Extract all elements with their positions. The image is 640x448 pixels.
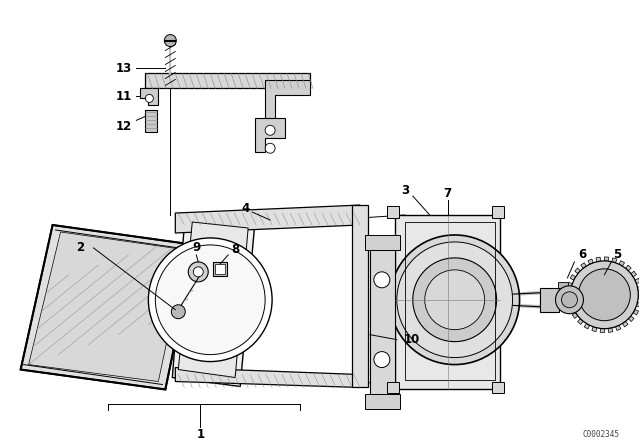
Polygon shape bbox=[365, 235, 400, 250]
Text: 1: 1 bbox=[196, 428, 204, 441]
Polygon shape bbox=[604, 257, 609, 261]
Polygon shape bbox=[365, 395, 400, 409]
Polygon shape bbox=[540, 288, 559, 312]
Bar bbox=[492, 206, 504, 218]
Polygon shape bbox=[588, 259, 593, 264]
Text: 8: 8 bbox=[231, 243, 239, 256]
Text: 13: 13 bbox=[115, 62, 132, 75]
Polygon shape bbox=[616, 325, 621, 331]
Polygon shape bbox=[255, 118, 285, 152]
Text: 4: 4 bbox=[241, 202, 250, 215]
Bar bbox=[387, 206, 399, 218]
Text: 3: 3 bbox=[401, 184, 409, 197]
Circle shape bbox=[265, 125, 275, 135]
Polygon shape bbox=[29, 232, 186, 382]
Polygon shape bbox=[175, 367, 360, 388]
Polygon shape bbox=[265, 81, 310, 121]
Polygon shape bbox=[145, 73, 310, 88]
Polygon shape bbox=[637, 286, 640, 291]
Polygon shape bbox=[175, 205, 360, 233]
Polygon shape bbox=[625, 265, 631, 271]
Polygon shape bbox=[592, 327, 597, 332]
Polygon shape bbox=[572, 313, 578, 319]
Text: 6: 6 bbox=[579, 248, 586, 261]
Circle shape bbox=[570, 261, 638, 329]
Circle shape bbox=[374, 352, 390, 367]
Polygon shape bbox=[631, 271, 637, 277]
Polygon shape bbox=[623, 321, 628, 327]
Polygon shape bbox=[628, 316, 634, 322]
Text: 7: 7 bbox=[444, 187, 452, 200]
Polygon shape bbox=[577, 319, 583, 324]
Text: 12: 12 bbox=[115, 120, 132, 133]
Polygon shape bbox=[172, 213, 255, 387]
Polygon shape bbox=[580, 263, 586, 268]
Circle shape bbox=[164, 34, 176, 47]
Text: 11: 11 bbox=[115, 90, 132, 103]
Polygon shape bbox=[20, 225, 195, 389]
Circle shape bbox=[561, 292, 577, 308]
Circle shape bbox=[265, 143, 275, 153]
Text: C0002345: C0002345 bbox=[582, 431, 620, 439]
Text: 2: 2 bbox=[76, 241, 84, 254]
Bar bbox=[492, 382, 504, 393]
Circle shape bbox=[374, 272, 390, 288]
Circle shape bbox=[172, 305, 186, 319]
Bar bbox=[215, 264, 225, 274]
Polygon shape bbox=[596, 257, 600, 262]
Circle shape bbox=[390, 235, 520, 365]
Text: 10: 10 bbox=[404, 333, 420, 346]
Circle shape bbox=[148, 238, 272, 362]
Circle shape bbox=[556, 286, 584, 314]
Circle shape bbox=[145, 95, 154, 103]
Polygon shape bbox=[395, 215, 500, 389]
Bar bbox=[145, 110, 157, 132]
Polygon shape bbox=[570, 275, 575, 280]
Polygon shape bbox=[635, 278, 640, 284]
Circle shape bbox=[156, 245, 265, 355]
Circle shape bbox=[579, 269, 630, 321]
Bar bbox=[387, 382, 399, 393]
Polygon shape bbox=[370, 238, 395, 400]
Polygon shape bbox=[559, 302, 568, 308]
Polygon shape bbox=[633, 310, 639, 315]
Polygon shape bbox=[568, 306, 574, 311]
Polygon shape bbox=[608, 328, 613, 332]
Circle shape bbox=[188, 262, 208, 282]
Polygon shape bbox=[566, 298, 572, 303]
Text: 5: 5 bbox=[613, 248, 621, 261]
Polygon shape bbox=[566, 291, 571, 295]
Circle shape bbox=[425, 270, 484, 330]
Polygon shape bbox=[612, 258, 617, 263]
Polygon shape bbox=[600, 328, 604, 333]
Text: 9: 9 bbox=[192, 241, 200, 254]
Polygon shape bbox=[638, 295, 640, 299]
Polygon shape bbox=[584, 323, 589, 329]
Circle shape bbox=[397, 242, 513, 358]
Circle shape bbox=[413, 258, 497, 342]
Polygon shape bbox=[575, 268, 580, 274]
Polygon shape bbox=[636, 302, 640, 307]
Polygon shape bbox=[559, 292, 568, 298]
Polygon shape bbox=[179, 222, 248, 378]
Polygon shape bbox=[559, 282, 568, 288]
Polygon shape bbox=[568, 282, 572, 287]
Polygon shape bbox=[619, 261, 625, 266]
Bar bbox=[213, 262, 227, 276]
Circle shape bbox=[193, 267, 204, 277]
Polygon shape bbox=[140, 88, 158, 105]
Polygon shape bbox=[352, 205, 368, 388]
